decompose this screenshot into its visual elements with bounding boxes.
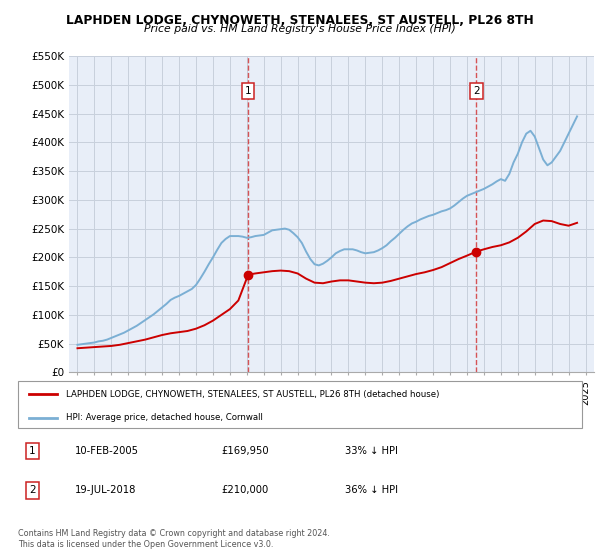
Text: 36% ↓ HPI: 36% ↓ HPI: [345, 486, 398, 496]
Text: 1: 1: [29, 446, 35, 456]
Text: Price paid vs. HM Land Registry's House Price Index (HPI): Price paid vs. HM Land Registry's House …: [144, 24, 456, 34]
Text: 10-FEB-2005: 10-FEB-2005: [74, 446, 139, 456]
Text: HPI: Average price, detached house, Cornwall: HPI: Average price, detached house, Corn…: [66, 413, 263, 422]
FancyBboxPatch shape: [18, 381, 582, 428]
Text: Contains HM Land Registry data © Crown copyright and database right 2024.
This d: Contains HM Land Registry data © Crown c…: [18, 529, 330, 549]
Text: LAPHDEN LODGE, CHYNOWETH, STENALEES, ST AUSTELL, PL26 8TH (detached house): LAPHDEN LODGE, CHYNOWETH, STENALEES, ST …: [66, 390, 439, 399]
Text: 33% ↓ HPI: 33% ↓ HPI: [345, 446, 398, 456]
Text: £169,950: £169,950: [221, 446, 269, 456]
Text: 2: 2: [473, 86, 479, 96]
Text: 1: 1: [245, 86, 251, 96]
Text: £210,000: £210,000: [221, 486, 268, 496]
Text: 2: 2: [29, 486, 35, 496]
Text: LAPHDEN LODGE, CHYNOWETH, STENALEES, ST AUSTELL, PL26 8TH: LAPHDEN LODGE, CHYNOWETH, STENALEES, ST …: [66, 14, 534, 27]
Text: 19-JUL-2018: 19-JUL-2018: [74, 486, 136, 496]
